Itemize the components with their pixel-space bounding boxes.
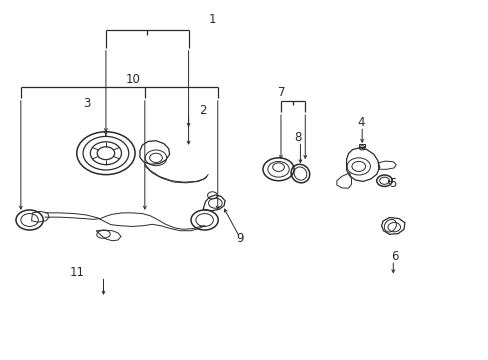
Bar: [359, 144, 365, 147]
Text: 11: 11: [69, 266, 84, 279]
Text: 1: 1: [209, 13, 216, 26]
Text: 10: 10: [125, 73, 140, 86]
Text: 3: 3: [82, 97, 90, 110]
Text: 4: 4: [357, 116, 364, 129]
Text: 6: 6: [391, 250, 398, 263]
Text: 9: 9: [235, 233, 243, 246]
Text: 8: 8: [294, 131, 301, 144]
Text: 2: 2: [199, 104, 206, 117]
Text: 7: 7: [278, 86, 285, 99]
Text: 5: 5: [388, 177, 396, 190]
